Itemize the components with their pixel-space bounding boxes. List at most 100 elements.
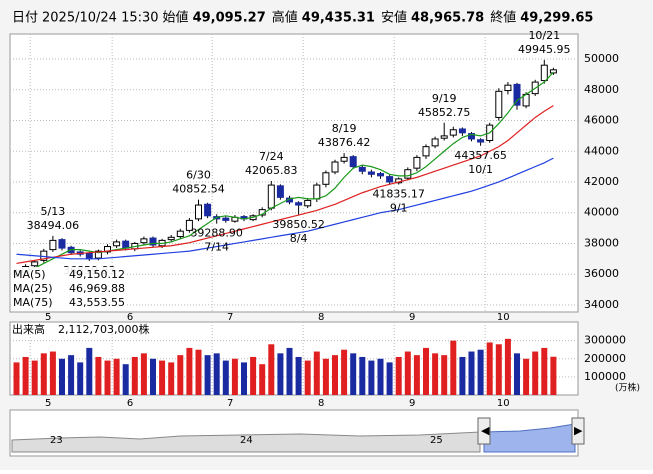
legend-value: 49,150.12 — [69, 268, 125, 281]
volume-bar — [95, 356, 102, 395]
volume-label: 出来高 — [12, 322, 45, 336]
volume-bar — [304, 360, 311, 395]
volume-bar — [295, 356, 302, 395]
candle-body — [367, 171, 375, 175]
volume-bar — [332, 355, 338, 395]
overlay: 38494.065/1336859.8340852.546/3039288.90… — [11, 29, 571, 446]
navigator-handle[interactable] — [571, 417, 585, 445]
volume-bar — [77, 362, 84, 395]
legend-name: MA(25) — [13, 282, 53, 295]
candle-body — [58, 239, 66, 249]
annotation-date: 9/19 — [432, 92, 457, 105]
candle-body — [495, 90, 503, 118]
volume-bar — [368, 360, 375, 395]
year-label: 25 — [430, 435, 443, 446]
candle-body — [349, 156, 357, 168]
volume-bar — [377, 358, 384, 395]
candle-body — [85, 252, 93, 260]
volume-bar — [541, 347, 548, 395]
volume-bar — [59, 358, 65, 395]
x-tick-label: 6 — [127, 398, 133, 409]
annotation-date: 9/1 — [390, 202, 408, 215]
annotation-value: 39288.90 — [190, 227, 243, 240]
handle-arrow: ◀ — [481, 424, 490, 437]
candle-body — [222, 217, 230, 221]
candle-body — [185, 219, 193, 231]
volume-bar — [277, 353, 284, 395]
volume-bar — [231, 358, 238, 395]
x-tick-label: 9 — [409, 312, 415, 323]
volume-bar — [441, 355, 448, 395]
annotation-value: 42065.83 — [245, 164, 298, 177]
y-tick-label: 46000 — [584, 114, 619, 127]
y-tick-label: 40000 — [584, 206, 619, 219]
y-tick-label: 42000 — [584, 175, 619, 188]
x-tick-label: 5 — [45, 312, 51, 323]
candle-body — [313, 184, 321, 200]
candle-body — [449, 129, 457, 136]
candle-body — [204, 203, 212, 217]
annotation-value: 38494.06 — [27, 219, 80, 232]
annotation-value: 41835.17 — [372, 188, 425, 201]
volume-bar — [341, 349, 348, 395]
navigator-handle[interactable] — [477, 417, 491, 445]
volume-bar — [523, 358, 530, 395]
header-text: 2025/10/24 15:30 — [42, 11, 159, 26]
volume-bar — [241, 362, 247, 395]
volume-bar — [150, 358, 156, 395]
volume-bar — [459, 356, 466, 395]
volume-bar — [177, 355, 184, 395]
x-tick-label: 10 — [497, 398, 510, 409]
x-tick-label: 9 — [409, 398, 415, 409]
header-text: 48,965.78 — [411, 11, 484, 26]
volume-bar — [532, 351, 539, 395]
volume-bar — [22, 356, 29, 395]
y-tick-label: 100000 — [584, 370, 626, 383]
annotation-value: 44357.65 — [454, 149, 507, 162]
x-tick-label: 8 — [318, 312, 324, 323]
volume-bar — [40, 353, 47, 395]
candle-body — [267, 184, 275, 209]
x-tick-label: 7 — [227, 312, 233, 323]
y-tick-label: 200000 — [584, 352, 626, 365]
candle-body — [468, 133, 475, 140]
candle-body — [477, 139, 485, 143]
y-tick-label: 38000 — [584, 236, 619, 249]
ma-line — [16, 157, 554, 260]
volume-bar — [550, 356, 557, 395]
volume-bar — [486, 342, 493, 395]
year-label: 24 — [240, 435, 253, 446]
candle-body — [176, 230, 184, 238]
volume-bar — [477, 349, 484, 395]
candle-body — [295, 202, 303, 206]
y-tick-label: 36000 — [584, 267, 619, 280]
volume-bar — [514, 353, 520, 395]
volume-bar — [113, 358, 120, 395]
annotation-date: 5/13 — [41, 205, 66, 218]
annotation-value: 43876.42 — [318, 136, 371, 149]
volume-bar — [395, 356, 402, 395]
candle-body — [331, 161, 339, 173]
y-tick-label: 48000 — [584, 83, 619, 96]
header-text: 日付 — [12, 11, 38, 26]
volume-bar — [195, 349, 202, 395]
annotation-date: 7/24 — [259, 150, 284, 163]
volume-bar — [204, 355, 211, 395]
y-tick-label: 44000 — [584, 144, 619, 157]
candle-body — [386, 176, 394, 183]
annotation-value: 49945.95 — [518, 43, 571, 56]
x-tick-label: 6 — [127, 312, 133, 323]
candle-body — [431, 138, 439, 147]
x-tick-label: 7 — [227, 398, 233, 409]
volume-bar — [504, 338, 511, 395]
candle-body — [304, 199, 312, 207]
x-tick-label: 5 — [45, 398, 51, 409]
candle-body — [340, 156, 348, 162]
volume-total: 2,112,703,000株 — [58, 322, 149, 336]
header-text: 49,299.65 — [520, 11, 593, 26]
candle-body — [504, 84, 512, 92]
candle-body — [404, 169, 412, 179]
volume-bar — [140, 353, 147, 395]
price-panel — [9, 33, 579, 313]
